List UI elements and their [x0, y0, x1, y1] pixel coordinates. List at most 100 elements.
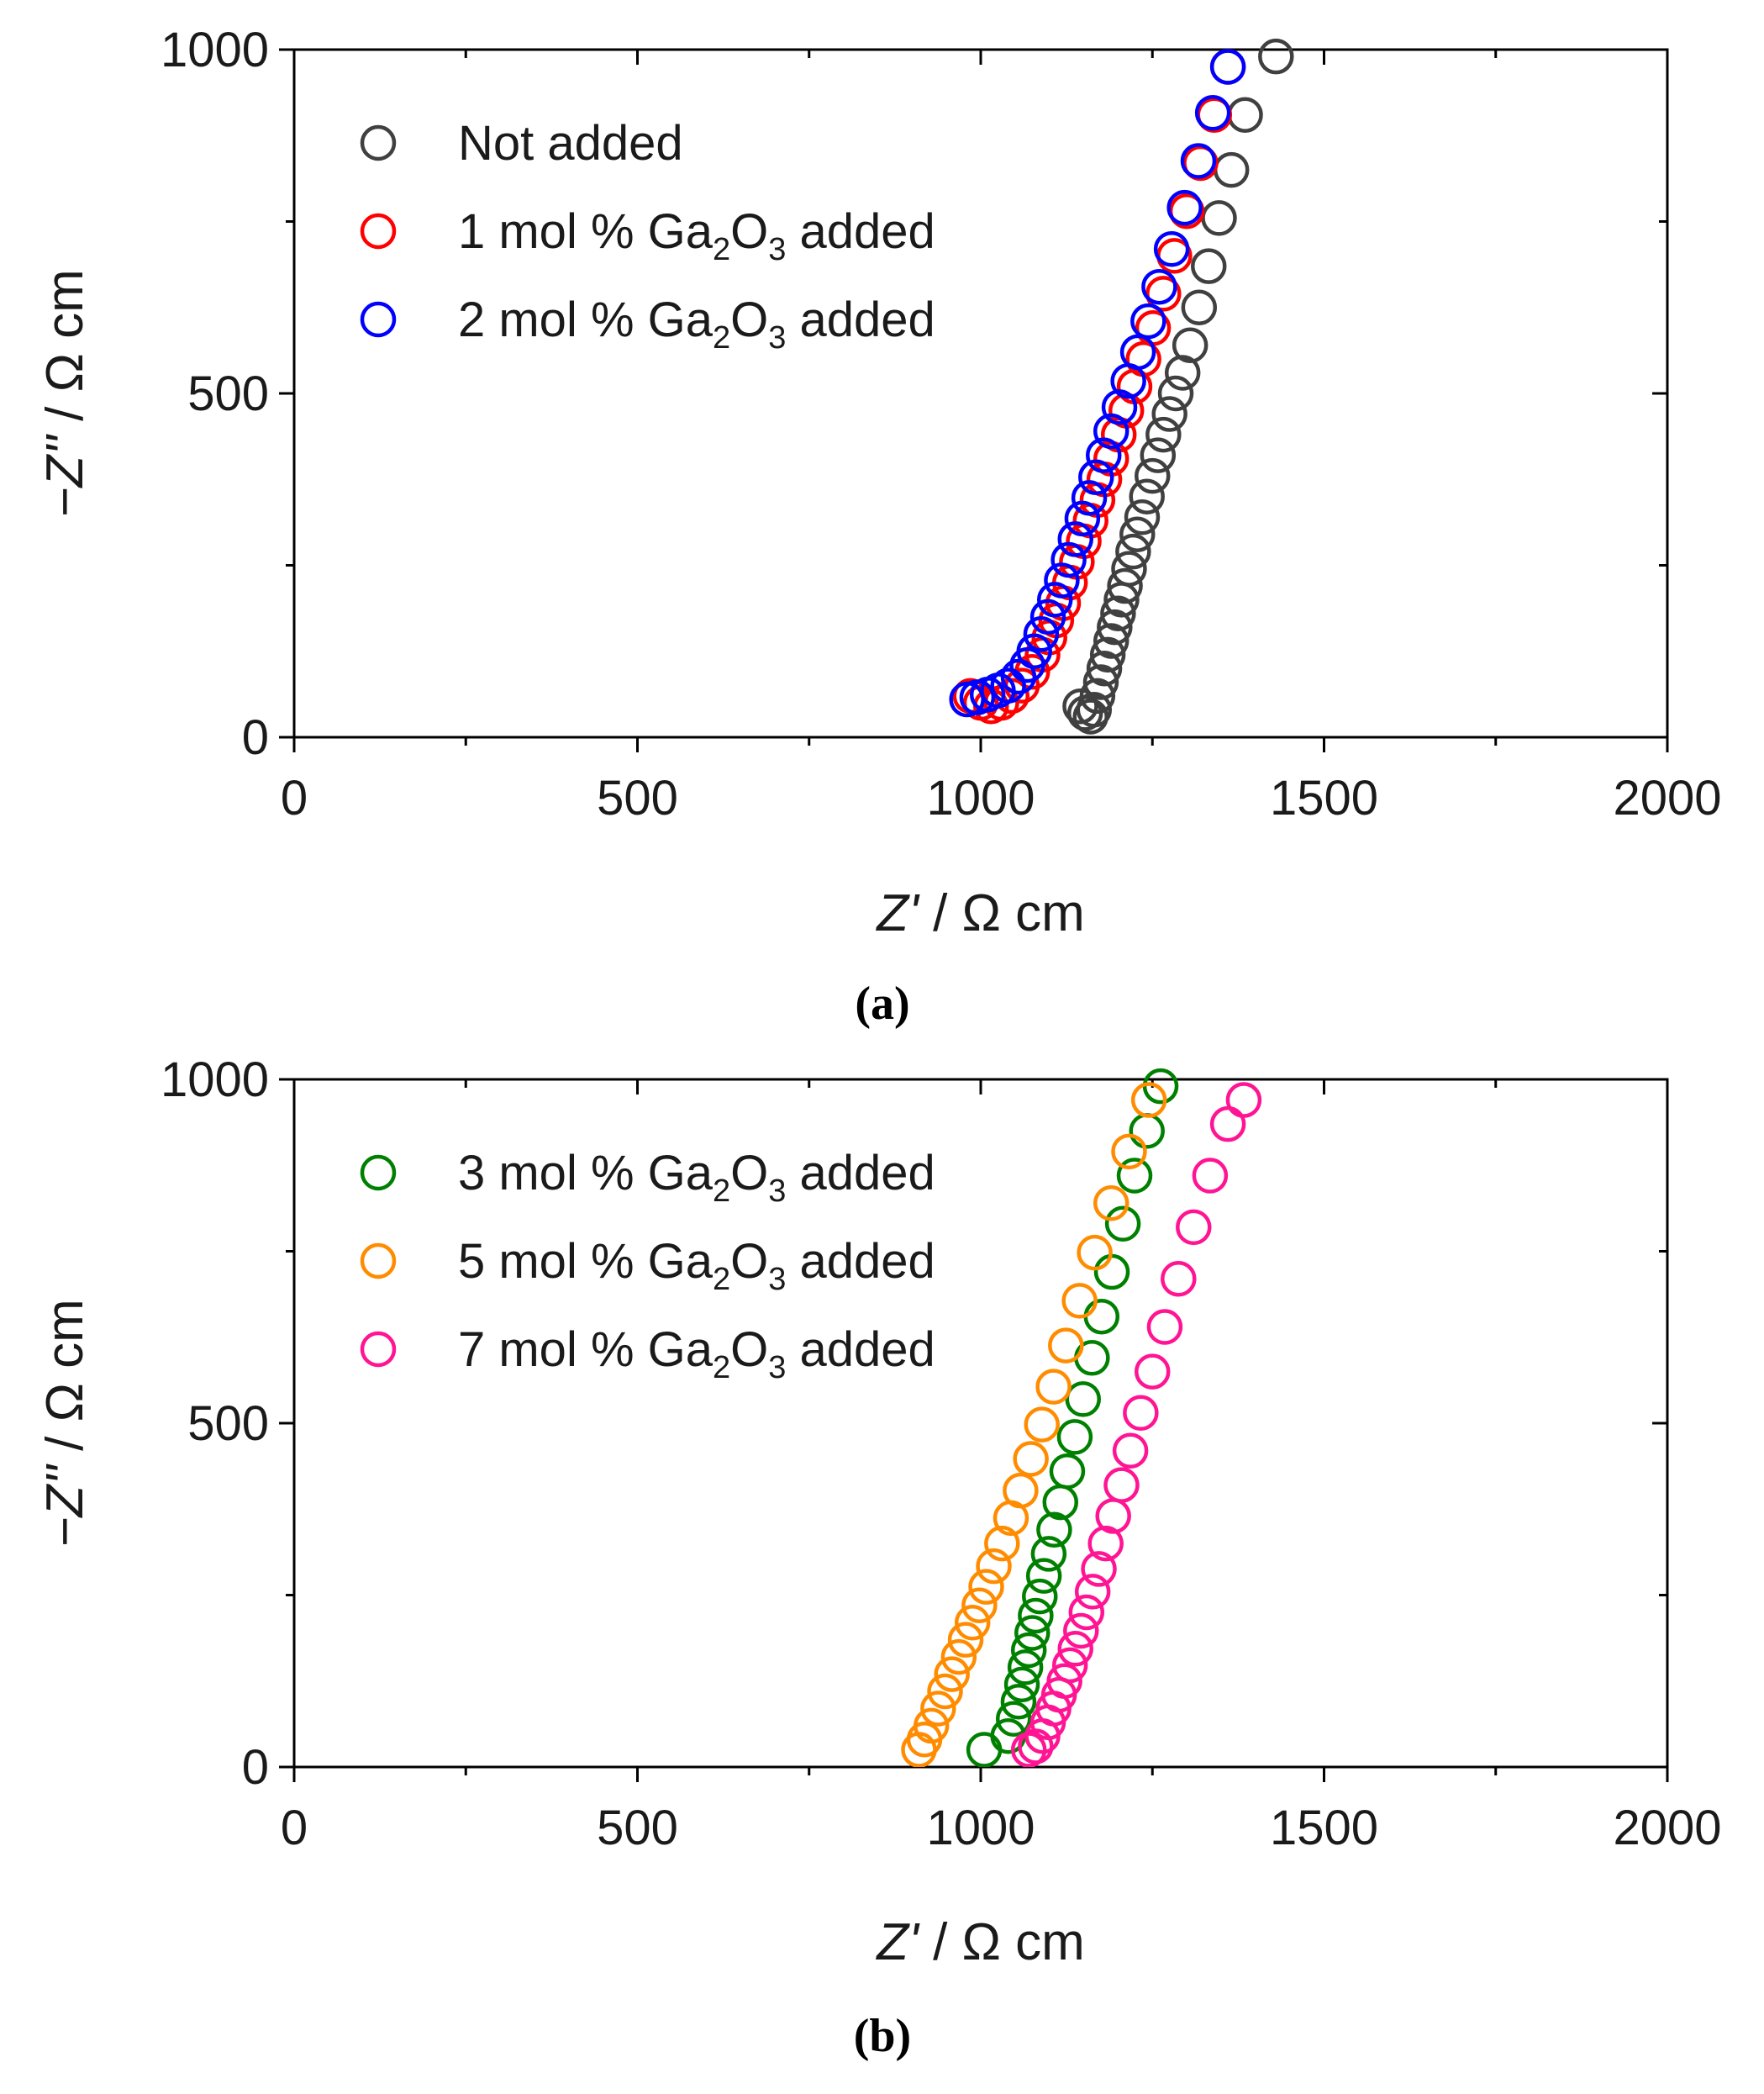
x-axis-title: Z' / Ω cm: [875, 1913, 1085, 1971]
data-point: [1048, 1327, 1084, 1363]
legend-label-subscript: 3: [768, 1350, 786, 1385]
data-point: [1161, 1260, 1197, 1297]
panel-caption-b: (b): [854, 2010, 911, 2062]
data-point: [1013, 1441, 1049, 1477]
data-point: [1025, 1558, 1062, 1594]
legend-label-mid: O: [730, 204, 768, 259]
legend-label-suffix: added: [786, 1234, 935, 1289]
legend-label-mid: O: [730, 1322, 768, 1377]
data-point: [927, 1673, 963, 1710]
data-point: [1182, 145, 1219, 182]
data-point: [1112, 1432, 1149, 1469]
panel-caption-a: (a): [855, 978, 909, 1030]
legend-marker: [360, 1154, 397, 1191]
x-tick-label: 0: [281, 771, 308, 825]
legend-label-suffix: added: [786, 1322, 935, 1377]
data-point: [966, 1732, 1003, 1767]
data-point: [1076, 692, 1113, 728]
legend-label-prefix: 2 mol % Ga: [458, 293, 713, 347]
legend-label-subscript: 2: [713, 1350, 730, 1385]
data-point: [1151, 396, 1187, 432]
data-point: [1051, 1647, 1088, 1684]
data-series-group: [949, 38, 1294, 735]
y-tick-label: 500: [187, 1396, 269, 1451]
data-point: [1007, 1649, 1044, 1685]
data-point: [1085, 437, 1122, 473]
data-point: [1061, 1283, 1098, 1319]
data-point: [1119, 334, 1156, 371]
data-point: [1194, 95, 1231, 131]
chart-panel-a: 0 500 1000 1500 2000 0 500 1000 Not added 1 mol…: [36, 23, 1722, 1030]
x-tick-label: 500: [597, 771, 678, 825]
legend-marker: [360, 1331, 397, 1368]
data-point: [1093, 1184, 1129, 1221]
data-point: [954, 1604, 991, 1641]
data-point: [968, 1569, 1004, 1605]
data-point: [1145, 416, 1182, 453]
legend-label-prefix: 5 mol % Ga: [458, 1234, 713, 1289]
legend-label: 7 mol % Ga2O3 added: [458, 1322, 935, 1385]
data-point: [1124, 498, 1161, 535]
data-point: [1101, 389, 1138, 425]
data-point: [1049, 1453, 1086, 1490]
data-point: [1010, 1632, 1047, 1669]
data-point: [1103, 1467, 1140, 1503]
x-tick-label: 2000: [1613, 771, 1721, 825]
data-point: [1180, 143, 1217, 179]
data-point: [1201, 200, 1237, 236]
legend-label-subscript: 3: [768, 1174, 786, 1209]
x-axis-title: Z' / Ω cm: [875, 884, 1085, 942]
data-point: [961, 1587, 998, 1624]
data-point: [1079, 678, 1116, 715]
data-point: [947, 1622, 984, 1658]
data-point: [1164, 355, 1201, 391]
data-point: [1000, 658, 1037, 695]
data-point: [1030, 1536, 1067, 1572]
legend-label-mid: O: [730, 1146, 768, 1200]
data-point: [1213, 151, 1250, 188]
data-point: [1083, 1298, 1120, 1335]
data-point: [1100, 595, 1136, 632]
x-tick-label: 1000: [926, 771, 1035, 825]
data-point: [1129, 1113, 1165, 1149]
legend-marker: [360, 124, 397, 161]
data-point: [1115, 533, 1151, 570]
data-point: [1003, 1472, 1039, 1509]
data-point: [1093, 1253, 1130, 1290]
legend-marker: [360, 213, 397, 250]
data-point: [1209, 1105, 1246, 1142]
x-tick-label: 0: [281, 1801, 308, 1855]
data-point: [1111, 1133, 1147, 1170]
data-point: [1135, 457, 1171, 494]
legend-marker: [360, 301, 397, 338]
data-point: [1111, 551, 1147, 587]
data-point: [1024, 1406, 1060, 1443]
data-point: [1087, 1525, 1124, 1562]
data-point: [1146, 1309, 1183, 1345]
data-point: [1119, 516, 1156, 552]
data-point: [1081, 1551, 1117, 1587]
data-point: [990, 667, 1026, 704]
data-point: [1097, 609, 1133, 646]
y-tick-label: 1000: [161, 23, 269, 77]
data-series: [966, 1068, 1179, 1767]
data-point: [1014, 1615, 1051, 1651]
data-point: [1142, 1068, 1179, 1105]
legend-label: 2 mol % Ga2O3 added: [458, 293, 935, 356]
data-point: [976, 1548, 1012, 1585]
data-point: [1023, 616, 1060, 652]
data-point: [1157, 375, 1194, 412]
data-point: [1003, 1666, 1040, 1703]
legend-label-subscript: 2: [713, 1174, 730, 1209]
legend-label-suffix: added: [786, 1146, 935, 1200]
data-point: [1029, 599, 1066, 636]
data-point: [1022, 1578, 1058, 1615]
data-point: [1107, 567, 1143, 604]
x-tick-label: 500: [597, 1801, 678, 1855]
y-tick-label: 1000: [161, 1052, 269, 1107]
data-point: [1140, 437, 1177, 473]
legend-label: Not added: [458, 116, 683, 171]
